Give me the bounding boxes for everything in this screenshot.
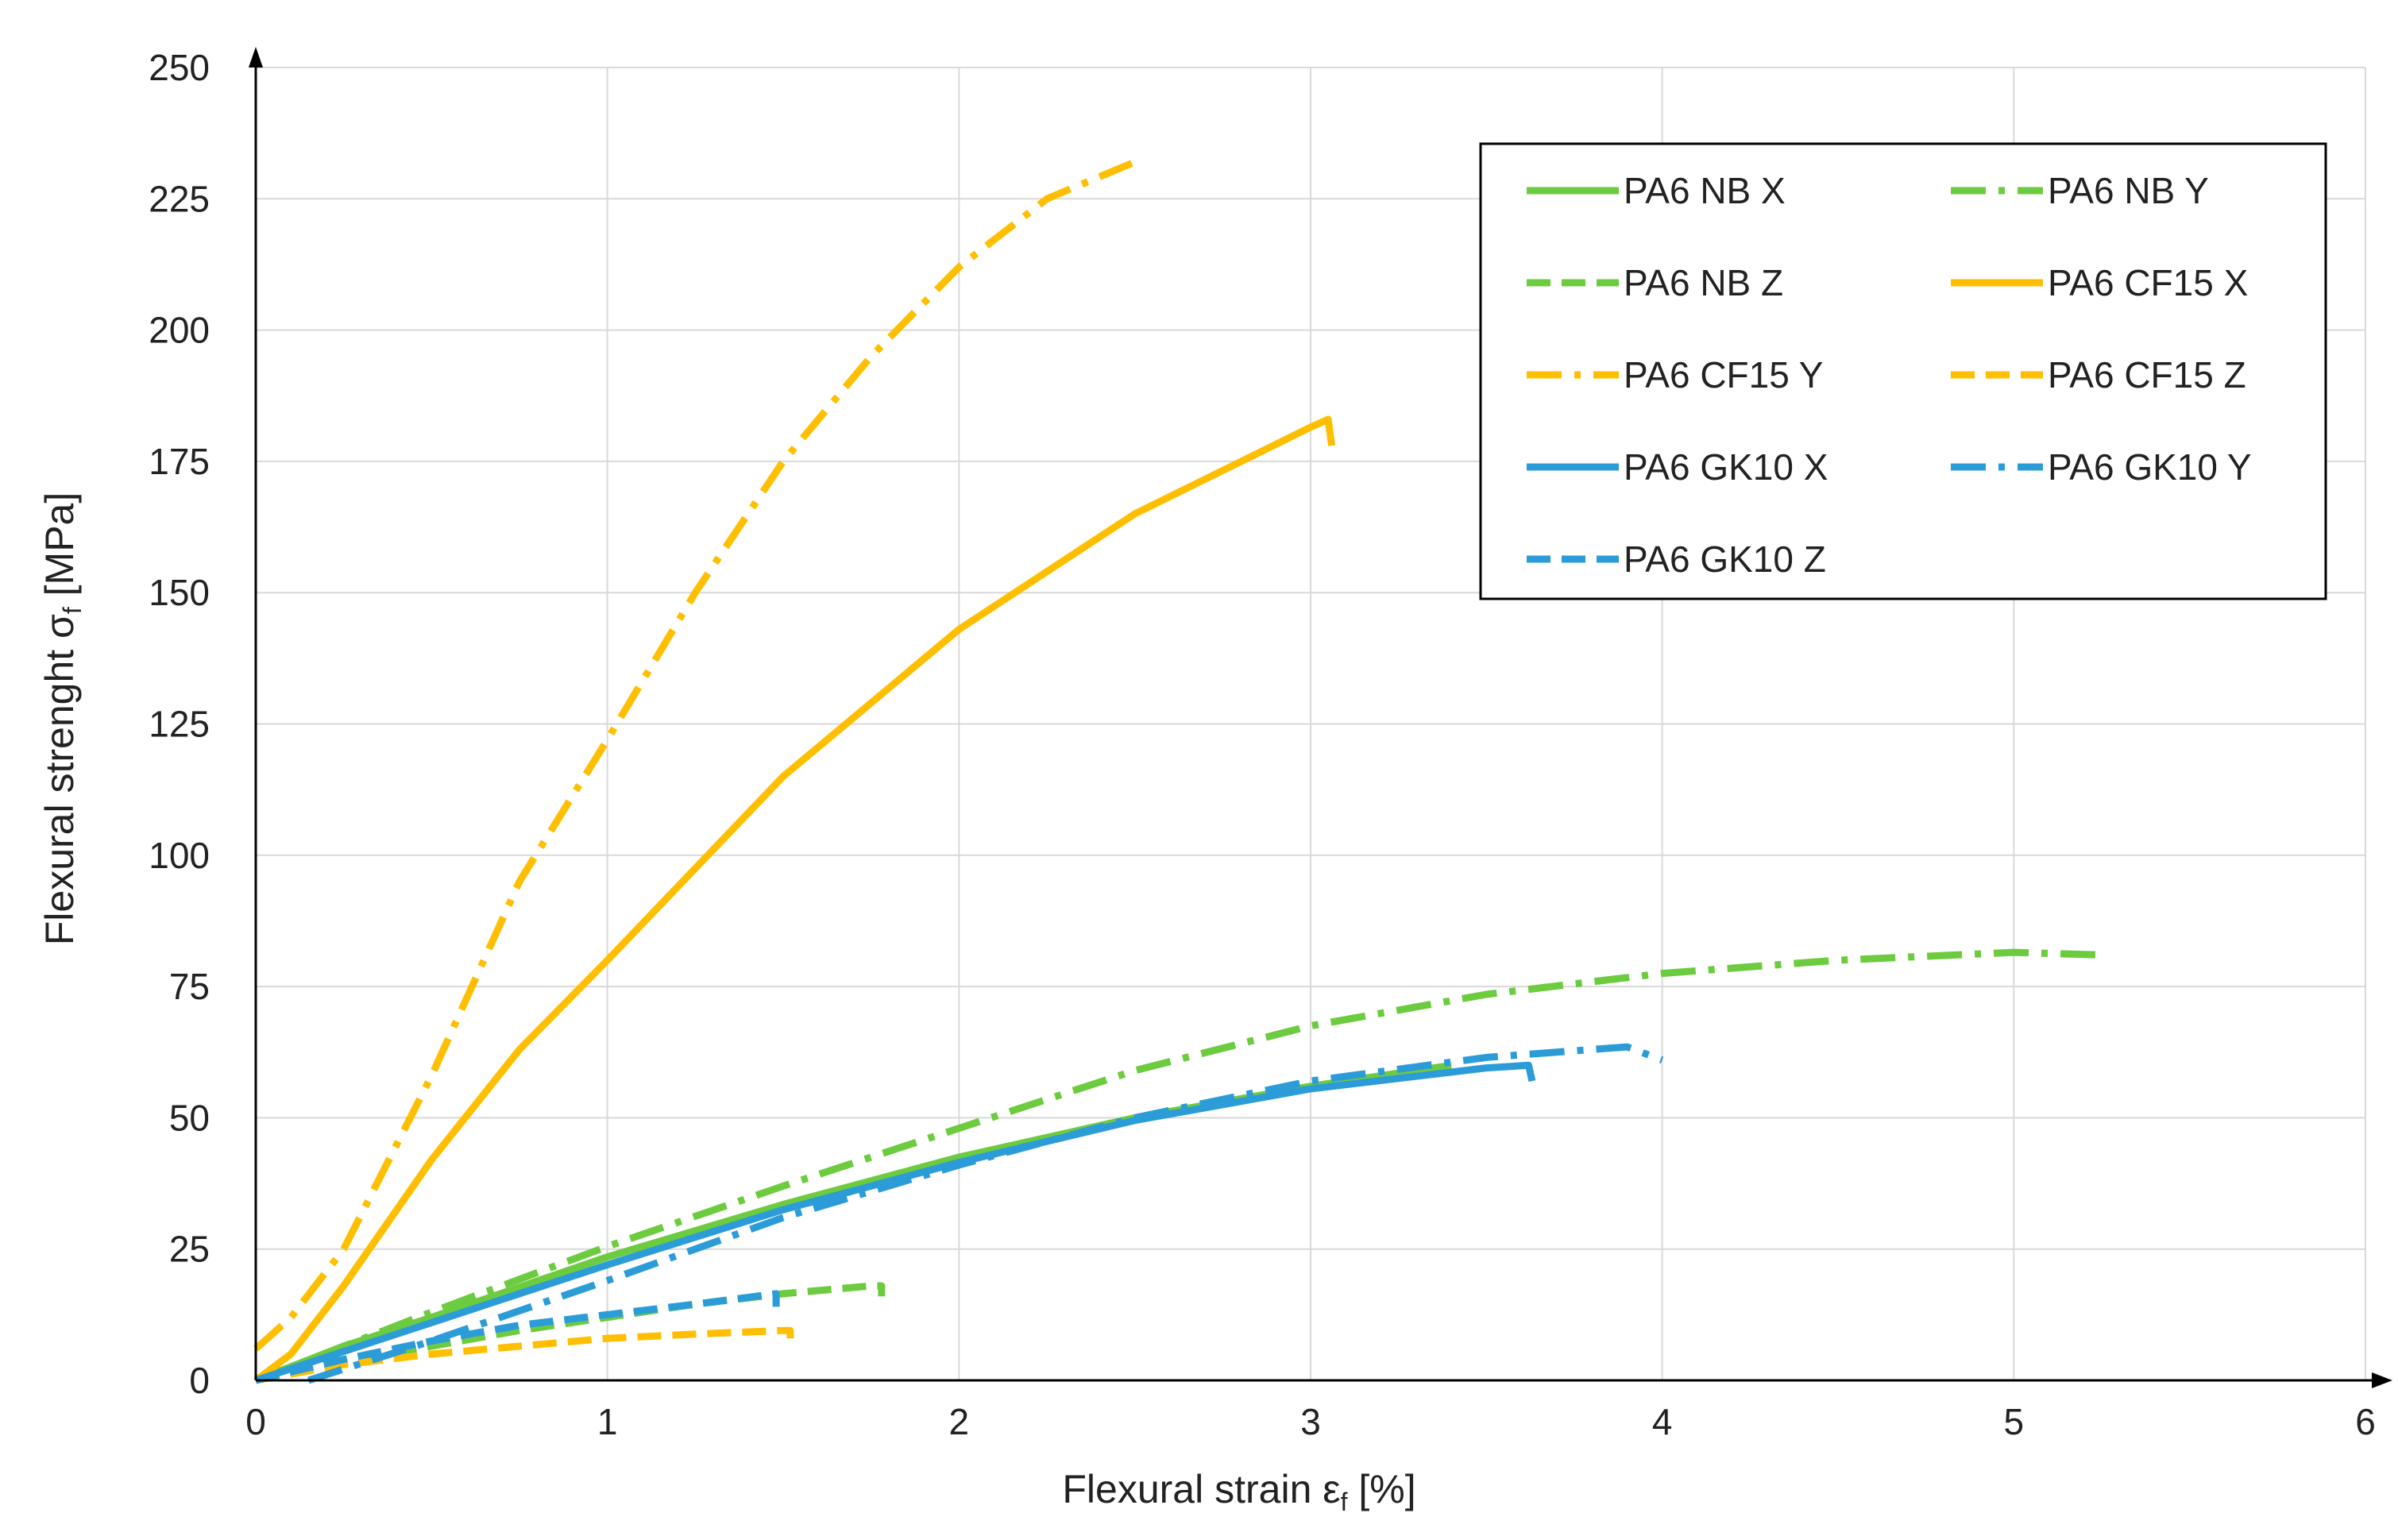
legend-box <box>1479 142 2327 600</box>
y-tick-label: 125 <box>149 704 210 745</box>
y-tick-label: 150 <box>149 572 210 613</box>
legend-label-pa6-nb-z: PA6 NB Z <box>1624 262 1783 303</box>
y-tick-label: 0 <box>189 1360 210 1401</box>
y-tick-label: 75 <box>169 966 210 1007</box>
y-tick-label: 50 <box>169 1097 210 1138</box>
series-line-pa6-gk10-y <box>307 1043 1664 1384</box>
legend-label-pa6-nb-y: PA6 NB Y <box>2048 170 2209 211</box>
y-tick-label: 100 <box>149 835 210 876</box>
series-line-pa6-nb-x <box>254 1061 1452 1384</box>
x-tick-label: 3 <box>1300 1401 1321 1442</box>
legend-item-pa6-nb-y: PA6 NB Y <box>1951 170 2209 211</box>
legend-item-pa6-nb-z: PA6 NB Z <box>1527 262 1783 303</box>
y-axis-title: Flexural strenght σf [MPa] <box>37 492 87 946</box>
y-axis-arrow <box>249 47 263 68</box>
legend-item-pa6-gk10-z: PA6 GK10 Z <box>1527 538 1826 580</box>
legend-item-pa6-gk10-y: PA6 GK10 Y <box>1951 446 2252 488</box>
y-tick-label: 250 <box>149 47 210 88</box>
tick-labels: 0 25 50 75 100 125 150 175 200 225 250 0 1 2 3 4 5 6 <box>149 47 2376 1442</box>
y-tick-label: 175 <box>149 441 210 482</box>
legend-label-pa6-gk10-y: PA6 GK10 Y <box>2048 446 2252 488</box>
axes <box>249 47 2392 1388</box>
x-tick-label: 1 <box>597 1401 618 1442</box>
legend-label-pa6-cf15-x: PA6 CF15 X <box>2048 262 2248 303</box>
x-axis-title: Flexural strain εf [%] <box>1062 1467 1415 1516</box>
legend: PA6 NB X PA6 NB Y PA6 NB Z PA6 CF15 X PA6 CF… <box>1479 142 2327 600</box>
data-series <box>253 158 2103 1384</box>
x-tick-label: 4 <box>1652 1401 1673 1442</box>
legend-label-pa6-gk10-x: PA6 GK10 X <box>1624 446 1828 488</box>
y-tick-label: 200 <box>149 310 210 351</box>
x-tick-label: 5 <box>2004 1401 2025 1442</box>
legend-item-pa6-cf15-y: PA6 CF15 Y <box>1527 354 1823 396</box>
legend-label-pa6-nb-x: PA6 NB X <box>1624 170 1786 211</box>
x-tick-label: 2 <box>949 1401 970 1442</box>
legend-item-pa6-cf15-x: PA6 CF15 X <box>1951 262 2248 303</box>
y-tick-label: 225 <box>149 178 210 219</box>
legend-label-pa6-cf15-y: PA6 CF15 Y <box>1624 354 1823 396</box>
legend-item-pa6-nb-x: PA6 NB X <box>1527 170 1786 211</box>
y-tick-label: 25 <box>169 1229 210 1270</box>
x-tick-label: 6 <box>2355 1401 2376 1442</box>
series-line-pa6-nb-y <box>254 948 2103 1384</box>
series-line-pa6-cf15-x <box>253 415 1336 1384</box>
legend-label-pa6-cf15-z: PA6 CF15 Z <box>2048 354 2246 396</box>
legend-item-pa6-cf15-z: PA6 CF15 Z <box>1951 354 2246 396</box>
legend-item-pa6-gk10-x: PA6 GK10 X <box>1527 446 1828 488</box>
x-tick-label: 0 <box>245 1401 266 1442</box>
x-axis-arrow <box>2372 1372 2392 1388</box>
series-line-pa6-cf15-y <box>253 158 1137 1352</box>
grid-lines <box>256 67 2366 1380</box>
legend-label-pa6-gk10-z: PA6 GK10 Z <box>1624 538 1826 580</box>
series-line-pa6-gk10-z <box>254 1290 780 1384</box>
